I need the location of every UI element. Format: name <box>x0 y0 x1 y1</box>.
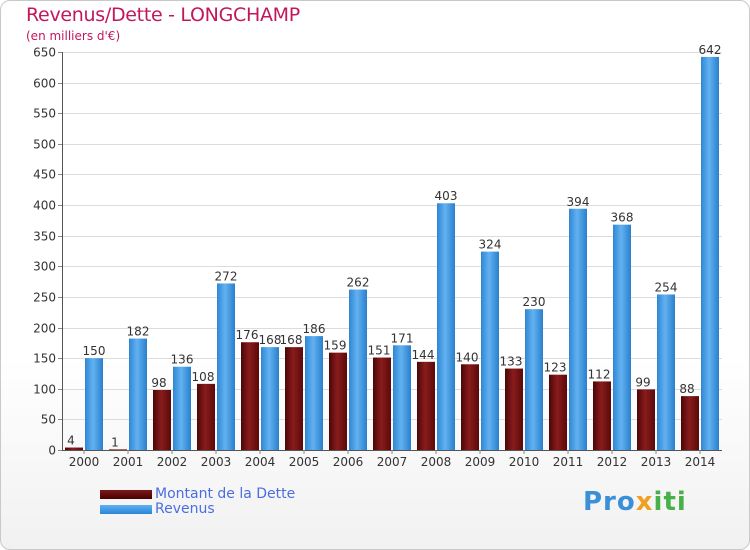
data-label-revenus: 171 <box>391 331 414 345</box>
bar-dette <box>593 381 611 450</box>
bar-revenus <box>217 283 235 450</box>
data-label-dette: 168 <box>280 333 303 347</box>
bar-dette <box>329 352 347 450</box>
data-label-revenus: 394 <box>567 195 590 209</box>
y-tick-label: 450 <box>33 168 56 182</box>
data-label-revenus: 262 <box>347 276 370 290</box>
data-label-revenus: 324 <box>479 238 502 252</box>
legend-item-dette: Montant de la Dette <box>100 486 295 502</box>
x-tick-label: 2008 <box>421 455 452 469</box>
data-label-revenus: 368 <box>611 211 634 225</box>
bar-dette <box>241 342 259 450</box>
data-label-dette: 151 <box>368 344 391 358</box>
data-label-dette: 88 <box>679 382 694 396</box>
data-label-dette: 112 <box>588 367 611 381</box>
bar-dette <box>417 361 435 450</box>
x-tick-label: 2003 <box>201 455 232 469</box>
bar-dette <box>65 447 83 450</box>
y-tick-label: 100 <box>33 383 56 397</box>
x-tick-label: 2014 <box>685 455 716 469</box>
x-tick-label: 2010 <box>509 455 540 469</box>
data-label-dette: 140 <box>456 350 479 364</box>
data-label-revenus: 168 <box>259 333 282 347</box>
x-tick-label: 2006 <box>333 455 364 469</box>
y-tick-label: 550 <box>33 107 56 121</box>
data-label-dette: 144 <box>412 348 435 362</box>
bar-revenus <box>437 203 455 450</box>
data-label-revenus: 272 <box>215 269 238 283</box>
y-tick-label: 400 <box>33 199 56 213</box>
data-label-dette: 133 <box>500 355 523 369</box>
data-label-dette: 1 <box>111 435 119 449</box>
bar-revenus <box>129 338 147 450</box>
data-label-revenus: 182 <box>127 325 150 339</box>
data-label-revenus: 150 <box>83 344 106 358</box>
data-label-revenus: 136 <box>171 353 194 367</box>
y-tick-label: 50 <box>41 413 56 427</box>
chart-title: Revenus/Dette - LONGCHAMP <box>26 4 300 26</box>
bar-revenus <box>349 289 367 450</box>
y-tick-label: 300 <box>33 260 56 274</box>
y-tick-label: 650 <box>33 46 56 60</box>
legend-item-revenus: Revenus <box>100 501 215 517</box>
x-tick-label: 2005 <box>289 455 320 469</box>
bar-dette <box>153 389 171 450</box>
x-tick-label: 2007 <box>377 455 408 469</box>
x-tick-label: 2001 <box>113 455 144 469</box>
y-tick-label: 350 <box>33 230 56 244</box>
y-tick-label: 0 <box>48 444 56 458</box>
bar-dette <box>549 374 567 450</box>
bar-revenus <box>481 251 499 450</box>
bar-revenus <box>657 294 675 450</box>
y-tick-label: 250 <box>33 291 56 305</box>
y-tick-label: 500 <box>33 138 56 152</box>
bar-revenus <box>613 224 631 450</box>
x-tick-label: 2013 <box>641 455 672 469</box>
legend-label-dette: Montant de la Dette <box>155 486 296 502</box>
legend-swatch-dette <box>100 489 152 499</box>
bar-revenus <box>393 345 411 450</box>
bar-dette <box>681 396 699 450</box>
data-label-dette: 98 <box>151 376 166 390</box>
x-tick-label: 2004 <box>245 455 276 469</box>
bar-dette <box>637 389 655 450</box>
bar-dette <box>109 449 127 450</box>
x-tick-label: 2012 <box>597 455 628 469</box>
bar-dette <box>197 383 215 450</box>
data-label-dette: 99 <box>635 375 650 389</box>
bar-revenus <box>173 366 191 450</box>
bar-revenus <box>701 56 719 450</box>
y-tick-label: 150 <box>33 352 56 366</box>
data-label-dette: 123 <box>544 361 567 375</box>
bar-dette <box>461 364 479 450</box>
proxiti-logo: Proxiti <box>583 487 687 517</box>
bar-revenus <box>525 309 543 450</box>
bar-dette <box>285 347 303 450</box>
x-tick-label: 2011 <box>553 455 584 469</box>
bar-revenus <box>85 358 103 450</box>
data-label-dette: 176 <box>236 328 259 342</box>
bar-dette <box>373 357 391 450</box>
data-label-revenus: 254 <box>655 280 678 294</box>
data-label-dette: 108 <box>192 370 215 384</box>
legend-swatch-revenus <box>100 504 152 514</box>
data-label-revenus: 230 <box>523 295 546 309</box>
bar-revenus <box>305 336 323 450</box>
data-label-dette: 159 <box>324 339 347 353</box>
x-tick-label: 2009 <box>465 455 496 469</box>
y-tick-label: 200 <box>33 322 56 336</box>
bar-dette <box>505 368 523 450</box>
y-tick-label: 600 <box>33 77 56 91</box>
legend-label-revenus: Revenus <box>155 501 215 517</box>
x-tick-label: 2000 <box>69 455 100 469</box>
bar-revenus <box>569 208 587 450</box>
data-label-dette: 4 <box>67 434 75 448</box>
x-tick-label: 2002 <box>157 455 188 469</box>
bar-revenus <box>261 347 279 450</box>
data-label-revenus: 403 <box>435 189 458 203</box>
data-label-revenus: 186 <box>303 322 326 336</box>
chart-unit: (en milliers d'€) <box>26 29 121 43</box>
data-label-revenus: 642 <box>699 43 722 57</box>
